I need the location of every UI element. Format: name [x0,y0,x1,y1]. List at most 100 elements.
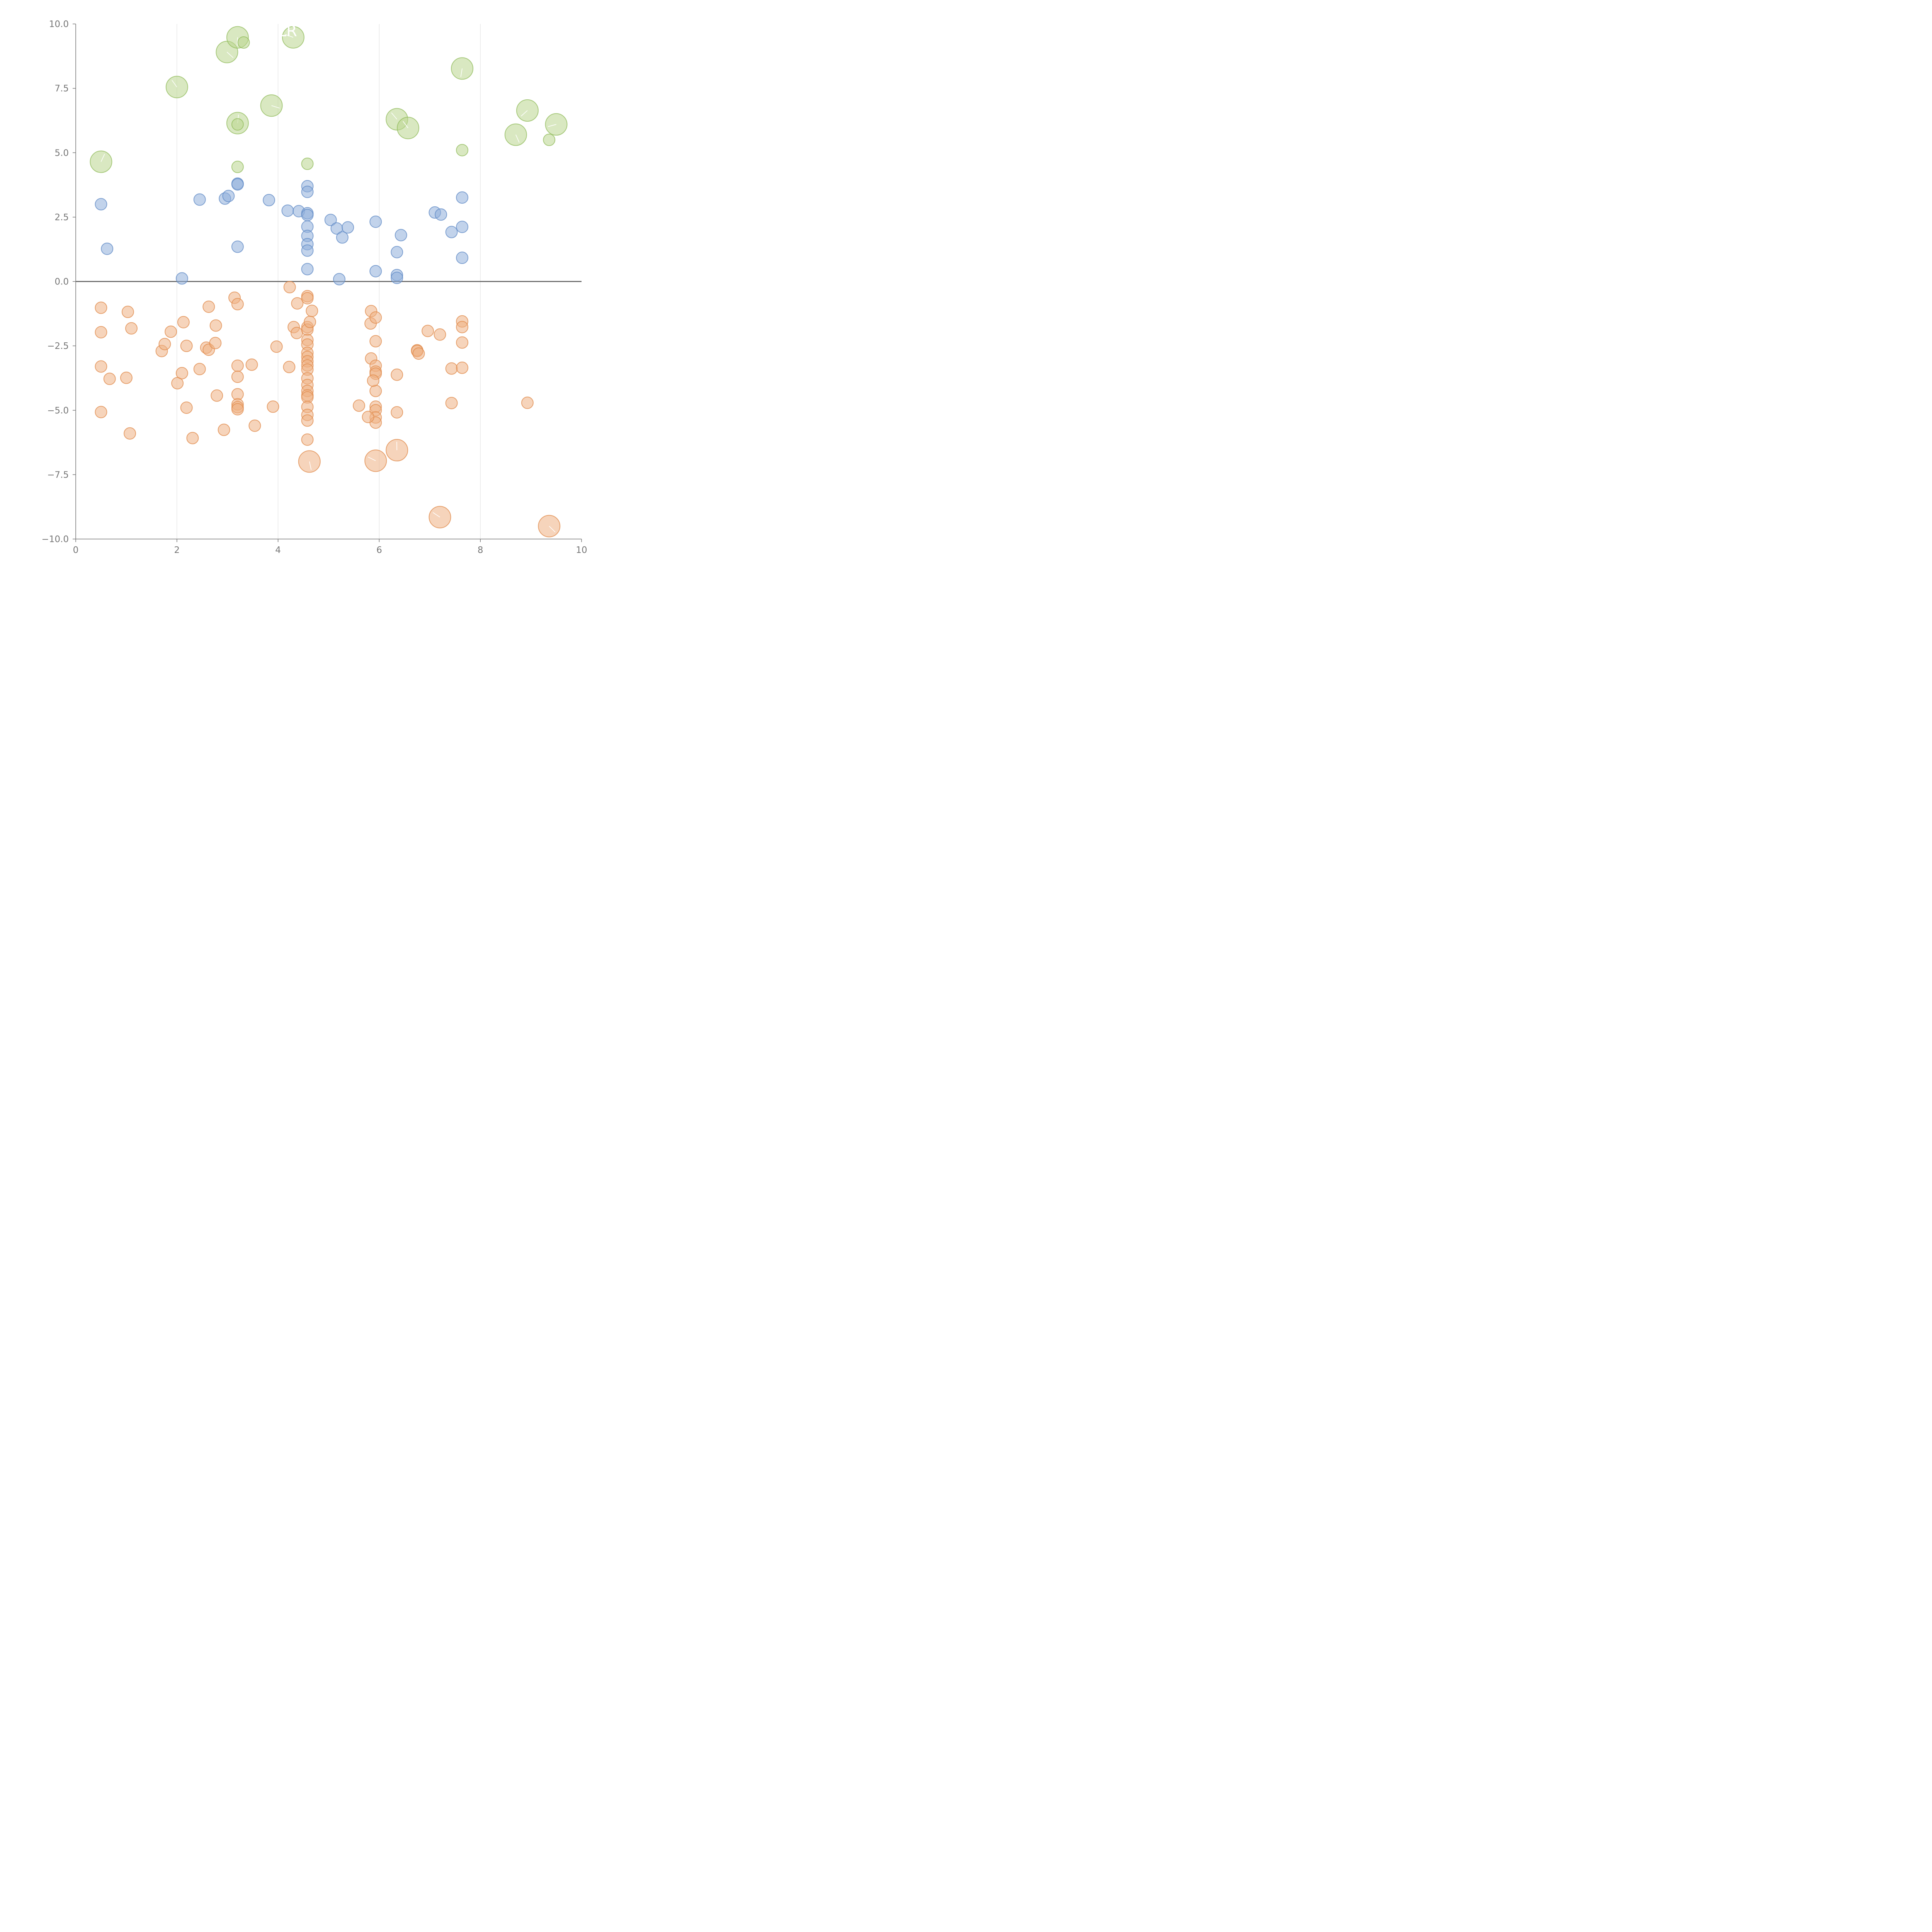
negative-point[interactable] [95,360,107,373]
negative-point[interactable] [95,406,107,418]
negative-point[interactable] [367,374,379,387]
positive-point[interactable] [95,198,107,211]
negative-point[interactable] [158,338,171,350]
y-tick-label: 0.0 [54,277,69,287]
negative-point[interactable] [369,311,382,324]
positive-point[interactable] [395,229,407,242]
negative-point[interactable] [231,359,244,372]
positive-point[interactable] [456,252,469,264]
negative-point[interactable] [456,336,469,349]
negative-point[interactable] [445,362,458,375]
negative-point[interactable] [171,377,184,389]
negative-outlier-callout-line [309,461,312,470]
negative-point[interactable] [301,433,314,446]
negative-point[interactable] [231,298,244,311]
outlier-callout-line [548,124,556,127]
negative-point[interactable] [267,400,279,413]
negative-point[interactable] [202,300,215,313]
negative-point[interactable] [521,396,534,409]
negative-point[interactable] [180,401,193,414]
negative-point[interactable] [175,367,188,379]
positive-point[interactable] [175,272,188,285]
negative-point[interactable] [434,328,446,341]
negative-point[interactable] [301,414,314,427]
positive-point[interactable] [391,272,403,284]
positive-point[interactable] [369,215,382,228]
outlier-point[interactable] [231,160,244,173]
positive-point[interactable] [231,240,244,253]
y-tick-label: −10.0 [42,534,69,544]
positive-point[interactable] [445,226,458,238]
negative-point[interactable] [124,427,136,440]
negative-point[interactable] [291,297,304,310]
positive-point[interactable] [435,208,447,221]
outlier-point[interactable] [237,36,250,49]
negative-point[interactable] [125,322,138,335]
positive-point[interactable] [222,190,235,202]
negative-point[interactable] [180,340,193,352]
negative-point[interactable] [95,326,107,338]
data-points [90,26,568,537]
negative-point[interactable] [353,399,366,412]
negative-point[interactable] [422,325,434,337]
negative-point[interactable] [362,411,374,423]
positive-point[interactable] [101,242,114,255]
negative-point[interactable] [231,403,244,416]
negative-point[interactable] [283,361,296,373]
positive-point[interactable] [301,244,314,257]
negative-point[interactable] [270,340,283,353]
negative-point[interactable] [456,361,469,374]
negative-point[interactable] [391,406,403,419]
negative-point[interactable] [304,316,316,328]
positive-point[interactable] [301,209,314,221]
negative-point[interactable] [165,325,177,338]
negative-outlier-callout-line [432,512,440,518]
negative-point[interactable] [209,319,222,332]
negative-point[interactable] [412,347,425,360]
negative-point[interactable] [248,419,261,432]
positive-point[interactable] [342,221,354,234]
positive-point[interactable] [324,214,337,226]
negative-point[interactable] [456,321,469,333]
negative-point[interactable] [120,371,133,384]
positive-point[interactable] [336,231,349,244]
negative-point[interactable] [283,281,296,294]
positive-point[interactable] [231,178,244,191]
negative-point[interactable] [245,358,258,371]
positive-point[interactable] [193,193,206,206]
negative-point[interactable] [291,327,303,339]
negative-point[interactable] [186,432,199,444]
negative-point[interactable] [369,384,382,397]
positive-point[interactable] [369,265,382,277]
positive-point[interactable] [391,246,403,259]
positive-point[interactable] [263,194,276,206]
negative-point[interactable] [301,292,314,304]
negative-point[interactable] [211,389,223,402]
outlier-point[interactable] [543,133,556,146]
positive-point[interactable] [281,204,294,217]
positive-point[interactable] [301,185,314,198]
chart-title: LLR [269,22,297,40]
negative-point[interactable] [369,335,382,348]
negative-point[interactable] [121,306,134,318]
negative-point[interactable] [177,316,190,328]
outlier-callout-line [521,110,528,117]
outlier-point[interactable] [301,157,314,170]
negative-point[interactable] [193,363,206,376]
negative-point[interactable] [209,337,222,349]
negative-point[interactable] [218,423,230,436]
positive-point[interactable] [456,221,469,233]
outlier-callout-line [403,121,408,128]
negative-point[interactable] [231,371,244,383]
negative-point[interactable] [306,304,318,317]
positive-point[interactable] [301,263,314,276]
negative-point[interactable] [95,301,107,314]
negative-point[interactable] [103,372,116,385]
outlier-callout-line [271,105,280,109]
positive-point[interactable] [333,273,345,286]
positive-point[interactable] [456,191,469,204]
outlier-point[interactable] [456,144,469,156]
negative-point[interactable] [445,397,458,410]
negative-point[interactable] [391,368,403,381]
outlier-point[interactable] [231,118,244,131]
